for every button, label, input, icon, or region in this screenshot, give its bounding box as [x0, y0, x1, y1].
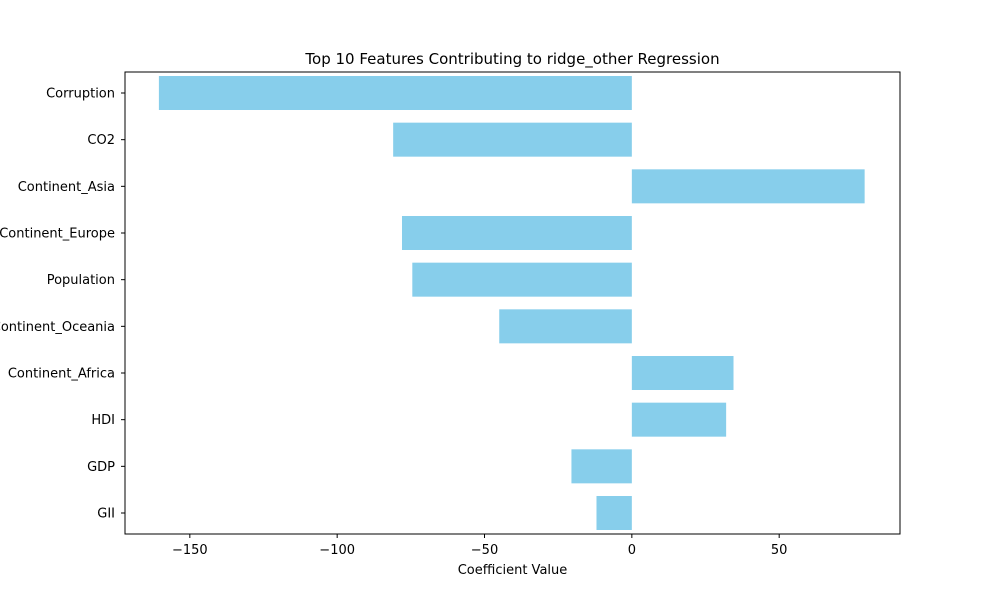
y-axis-ticks: Corruption CO2 Continent_Asia Continent_Eur…	[0, 87, 125, 522]
bar-continent-europe	[401, 216, 632, 250]
y-tick-label: Continent_Oceania	[0, 320, 115, 335]
y-tick-label: Population	[47, 273, 115, 288]
x-tick-label: 0	[628, 543, 636, 558]
y-tick-label: GDP	[87, 460, 115, 475]
bar-hdi	[631, 402, 727, 437]
x-tick-label: −100	[319, 543, 355, 558]
y-tick-label: GII	[97, 507, 115, 522]
x-tick-label: −50	[471, 543, 498, 558]
bar-population	[412, 262, 632, 297]
x-tick-label: −150	[172, 543, 208, 558]
y-tick-label: Continent_Europe	[0, 227, 115, 242]
x-axis-label: Coefficient Value	[458, 563, 568, 578]
y-tick-label: Continent_Asia	[18, 180, 115, 195]
chart-title: Top 10 Features Contributing to ridge_ot…	[304, 50, 719, 69]
plot-frame	[124, 71, 901, 535]
bar-gii	[596, 496, 632, 530]
y-tick-label: Corruption	[46, 87, 115, 102]
y-tick-label: Continent_Africa	[8, 367, 115, 382]
x-tick-label: 50	[771, 543, 788, 558]
bar-corruption	[158, 76, 632, 110]
bar-continent-oceania	[499, 309, 632, 344]
y-tick-label: CO2	[87, 133, 115, 148]
x-axis-ticks: −150 −100 −50 0 50	[172, 534, 787, 558]
bar-gdp	[571, 449, 632, 484]
y-tick-label: HDI	[91, 413, 115, 428]
bar-co2	[393, 122, 632, 157]
bars	[158, 76, 865, 530]
bar-continent-africa	[631, 356, 734, 390]
bar-continent-asia	[631, 169, 865, 204]
